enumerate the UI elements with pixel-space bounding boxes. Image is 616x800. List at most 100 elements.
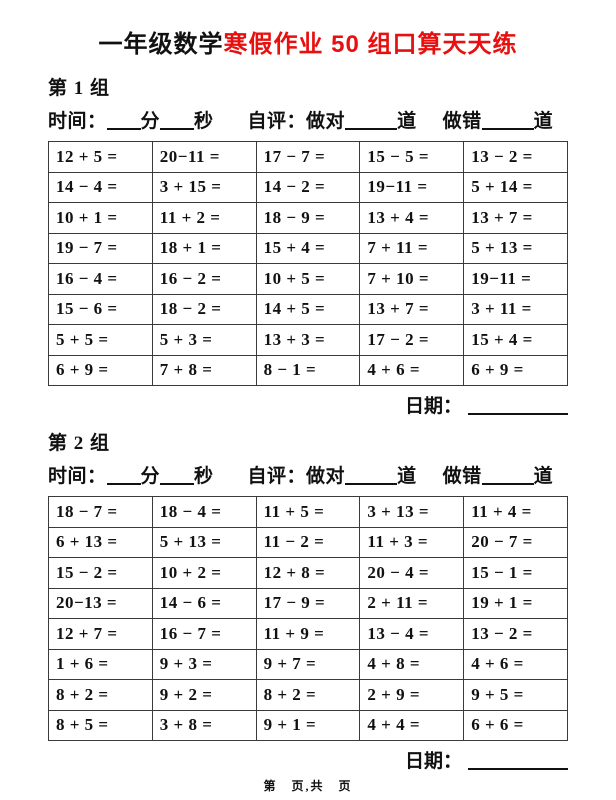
problem-cell: 3 + 13 =	[359, 496, 465, 528]
problem-row: 8 + 2 = 9 + 2 = 8 + 2 = 2 + 9 = 9 + 5 =	[48, 679, 568, 711]
problem-cell: 5 + 14 =	[463, 171, 568, 203]
problem-cell: 15 − 2 =	[48, 557, 153, 589]
date-blank	[468, 754, 568, 770]
problem-cell: 19 − 7 =	[48, 232, 153, 264]
problem-cell: 13 + 3 =	[255, 324, 361, 356]
problem-cell: 3 + 8 =	[151, 709, 257, 741]
problem-cell: 11 + 4 =	[463, 496, 568, 528]
seconds-blank	[160, 114, 195, 130]
problem-cell: 18 − 4 =	[151, 496, 257, 528]
problem-cell: 10 + 1 =	[48, 202, 153, 234]
problem-cell: 15 + 4 =	[463, 324, 568, 356]
page-title-red-part: 寒假作业 50 组口算天天练	[223, 31, 518, 58]
problem-cell: 17 − 9 =	[255, 587, 361, 619]
correct-count-blank	[345, 114, 398, 130]
problem-cell: 13 − 2 =	[463, 141, 568, 173]
problem-row: 19 − 7 = 18 + 1 = 15 + 4 = 7 + 11 = 5 + 13 =	[48, 232, 568, 264]
problem-row: 12 + 7 = 16 − 7 = 11 + 9 = 13 − 4 = 13 − 2 =	[48, 618, 568, 650]
problem-row: 14 − 4 = 3 + 15 = 14 − 2 = 19−11 = 5 + 14 =	[48, 171, 568, 203]
problem-cell: 17 − 2 =	[359, 324, 465, 356]
problem-cell: 11 − 2 =	[255, 526, 361, 558]
problem-row: 15 − 2 = 10 + 2 = 12 + 8 = 20 − 4 = 15 − 1 =	[48, 557, 568, 589]
problem-cell: 19 + 1 =	[463, 587, 568, 619]
problem-cell: 9 + 2 =	[151, 679, 257, 711]
group-2-problems-table: 18 − 7 = 18 − 4 = 11 + 5 = 3 + 13 = 11 + 4 =…	[48, 496, 568, 741]
problem-cell: 8 + 5 =	[48, 709, 153, 741]
group-1-problems-table: 12 + 5 = 20−11 = 17 − 7 = 15 − 5 = 13 − 2 = 1…	[48, 141, 568, 386]
problem-cell: 18 − 7 =	[48, 496, 153, 528]
problem-cell: 16 − 4 =	[48, 263, 153, 295]
problem-cell: 18 + 1 =	[151, 232, 257, 264]
correct-unit-label: 道	[397, 466, 417, 487]
problem-row: 6 + 9 = 7 + 8 = 8 − 1 = 4 + 6 = 6 + 9 =	[48, 354, 568, 386]
wrong-unit-label: 道	[533, 466, 554, 487]
problem-cell: 8 − 1 =	[255, 354, 361, 386]
problem-cell: 9 + 1 =	[255, 709, 361, 741]
wrong-count-blank	[481, 114, 534, 130]
problem-cell: 17 − 7 =	[255, 141, 361, 173]
problem-cell: 6 + 6 =	[463, 709, 568, 741]
date-blank	[468, 399, 568, 415]
problem-cell: 20 − 7 =	[463, 526, 568, 558]
problem-cell: 14 − 4 =	[48, 171, 153, 203]
group-1-meta-line: 时间： 分 秒 自评：做对 道 做错 道	[48, 106, 568, 133]
problem-cell: 5 + 3 =	[151, 324, 257, 356]
seconds-unit-label: 秒	[194, 466, 214, 487]
problem-cell: 2 + 9 =	[359, 679, 465, 711]
problem-cell: 16 − 7 =	[151, 618, 257, 650]
problem-cell: 4 + 4 =	[359, 709, 465, 741]
problem-cell: 1 + 6 =	[48, 648, 153, 680]
problem-cell: 5 + 13 =	[151, 526, 257, 558]
wrong-label: 做错	[442, 111, 482, 132]
problem-cell: 11 + 3 =	[359, 526, 465, 558]
group-2-meta-line: 时间： 分 秒 自评：做对 道 做错 道	[48, 461, 568, 488]
problem-cell: 12 + 5 =	[48, 141, 153, 173]
problem-cell: 5 + 13 =	[463, 232, 568, 264]
correct-unit-label: 道	[397, 111, 417, 132]
problem-cell: 14 + 5 =	[255, 293, 361, 325]
problem-cell: 13 + 4 =	[359, 202, 465, 234]
problem-row: 8 + 5 = 3 + 8 = 9 + 1 = 4 + 4 = 6 + 6 =	[48, 709, 568, 741]
problem-cell: 6 + 13 =	[48, 526, 153, 558]
problem-cell: 14 − 6 =	[151, 587, 257, 619]
time-label: 时间：	[48, 111, 107, 132]
problem-cell: 13 + 7 =	[463, 202, 568, 234]
problem-cell: 2 + 11 =	[359, 587, 465, 619]
group-1-date-line: 日期：	[48, 391, 568, 418]
problem-cell: 15 − 6 =	[48, 293, 153, 325]
problem-cell: 9 + 5 =	[463, 679, 568, 711]
group-2-date-line: 日期：	[48, 746, 568, 773]
problem-cell: 19−11 =	[463, 263, 568, 295]
group-1-section: 第 1 组 时间：分秒自评：做对道做错道 12 + 5 = 20−11 = 17 −…	[48, 73, 568, 418]
minutes-unit-label: 分	[140, 111, 161, 132]
group-2-section: 第 2 组 时间：分秒自评：做对道做错道 18 − 7 = 18 − 4 = 11 …	[48, 428, 568, 773]
problem-row: 10 + 1 = 11 + 2 = 18 − 9 = 13 + 4 = 13 + 7 =	[48, 202, 568, 234]
problem-cell: 13 − 2 =	[463, 618, 568, 650]
problem-cell: 9 + 7 =	[255, 648, 361, 680]
group-1-label: 第 1 组	[48, 78, 111, 99]
problem-cell: 15 + 4 =	[255, 232, 361, 264]
problem-row: 18 − 7 = 18 − 4 = 11 + 5 = 3 + 13 = 11 + 4 =	[48, 496, 568, 528]
problem-cell: 7 + 10 =	[359, 263, 465, 295]
problem-cell: 15 − 1 =	[463, 557, 568, 589]
problem-cell: 12 + 8 =	[255, 557, 361, 589]
problem-cell: 5 + 5 =	[48, 324, 153, 356]
problem-cell: 18 − 9 =	[255, 202, 361, 234]
problem-cell: 15 − 5 =	[359, 141, 465, 173]
problem-cell: 3 + 15 =	[151, 171, 257, 203]
group-2-label: 第 2 组	[48, 433, 111, 454]
minutes-blank	[106, 469, 141, 485]
minutes-blank	[106, 114, 141, 130]
problem-cell: 20 − 4 =	[359, 557, 465, 589]
problem-cell: 13 + 7 =	[359, 293, 465, 325]
self-eval-correct-label: 自评：做对	[247, 466, 346, 487]
time-label: 时间：	[48, 466, 107, 487]
problem-row: 16 − 4 = 16 − 2 = 10 + 5 = 7 + 10 = 19−11 =	[48, 263, 568, 295]
problem-row: 6 + 13 = 5 + 13 = 11 − 2 = 11 + 3 = 20 − 7 =	[48, 526, 568, 558]
wrong-count-blank	[481, 469, 534, 485]
seconds-unit-label: 秒	[194, 111, 214, 132]
problem-cell: 7 + 8 =	[151, 354, 257, 386]
problem-row: 20−13 = 14 − 6 = 17 − 9 = 2 + 11 = 19 + 1 =	[48, 587, 568, 619]
problem-cell: 20−11 =	[151, 141, 257, 173]
problem-cell: 10 + 5 =	[255, 263, 361, 295]
